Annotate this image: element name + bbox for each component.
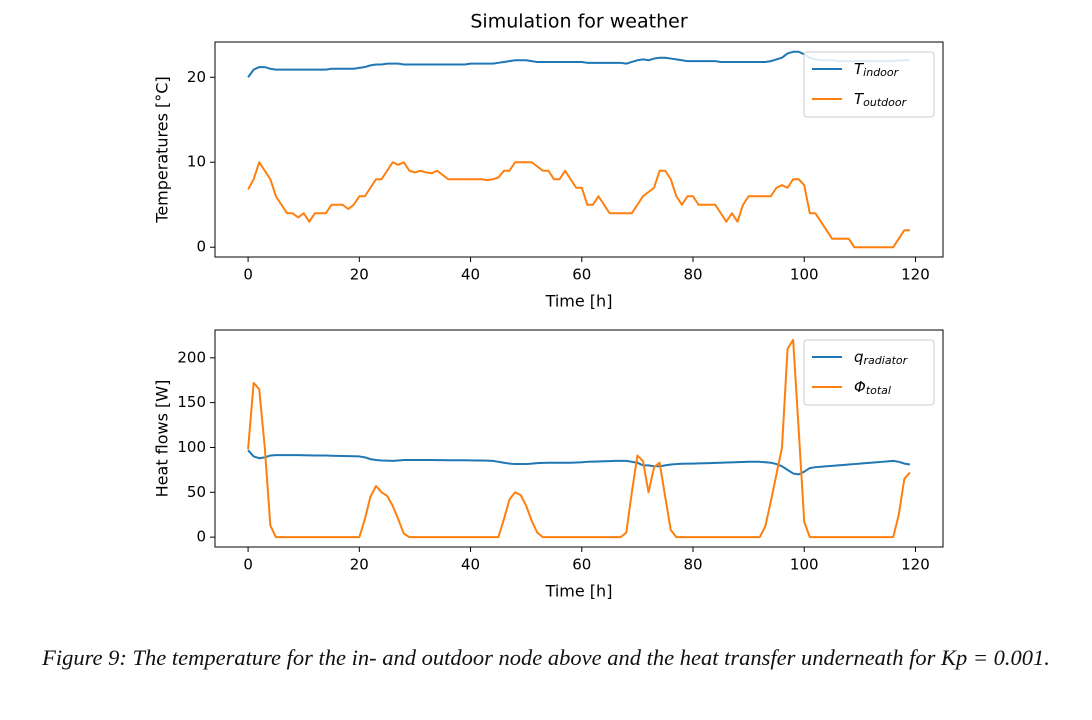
x-tick-label: 60 [572,266,591,284]
legend-label: qradiator [854,348,909,368]
series-line [247,50,910,78]
x-tick-label: 20 [350,556,369,574]
plot-frame [214,41,944,258]
figure-caption: Figure 9: The temperature for the in- an… [42,645,1050,670]
series-line [247,338,911,539]
y-tick-label: 100 [177,438,206,456]
plot-frame [214,329,944,548]
y-tick-label: 150 [177,393,206,411]
x-tick-label: 20 [350,266,369,284]
x-tick-label: 120 [901,266,930,284]
y-tick-label: 50 [187,483,206,501]
x-tick-label: 0 [243,556,253,574]
y-tick-label: 0 [196,238,206,256]
x-tick-label: 80 [683,266,702,284]
y-tick-label: 200 [177,348,206,366]
y-tick-label: 20 [187,68,206,86]
series-line [247,449,911,476]
legend-subscript: radiator [864,354,909,367]
x-axis-label: Time [h] [545,582,613,601]
legend: qradiator Φtotal [803,339,935,406]
y-tick-label: 0 [196,528,206,546]
legend-label: Φtotal [854,378,891,398]
x-axis-label: Time [h] [545,292,613,311]
legend-name: Φ [854,378,866,396]
x-tick-label: 100 [790,266,819,284]
legend-subscript: outdoor [863,96,907,109]
x-tick-label: 40 [461,556,480,574]
x-tick-label: 40 [461,266,480,284]
x-tick-label: 0 [243,266,253,284]
chart-title: Simulation for weather [470,11,687,33]
legend-subscript: indoor [863,66,899,79]
legend-label: Tindoor [854,60,900,80]
legend-label: Toutdoor [854,90,908,110]
y-tick-label: 10 [187,153,206,171]
x-tick-label: 100 [790,556,819,574]
y-axis-label: Heat flows [W] [153,380,172,498]
x-tick-label: 80 [683,556,702,574]
legend-subscript: total [866,384,891,397]
legend-name: T [854,60,865,78]
series-line [247,161,910,249]
x-tick-label: 120 [901,556,930,574]
y-axis-label: Temperatures [°C] [153,76,172,223]
x-tick-label: 60 [572,556,591,574]
legend-name: q [854,348,864,366]
legend-name: T [854,90,865,108]
